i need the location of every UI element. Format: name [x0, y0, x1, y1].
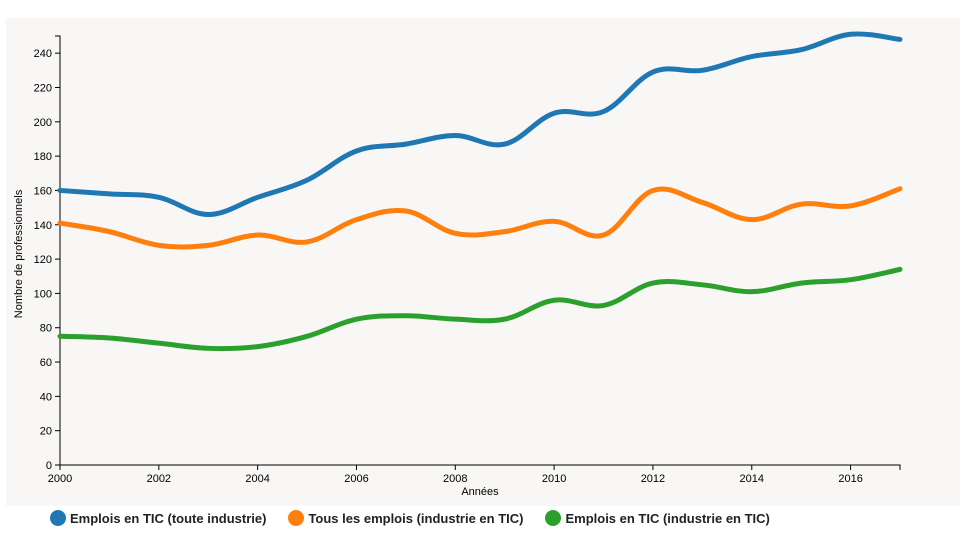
y-tick-label: 0 — [46, 460, 52, 472]
legend-swatch — [50, 510, 66, 526]
y-tick-label: 200 — [34, 117, 52, 129]
x-tick-label: 2008 — [443, 473, 467, 485]
y-tick-label: 180 — [34, 151, 52, 163]
x-tick-label: 2006 — [344, 473, 368, 485]
y-tick-label: 240 — [34, 48, 52, 60]
y-axis: 0 20 40 60 80 100 120 140 160 180 200 220 240 — [34, 35, 61, 472]
y-tick-label: 40 — [40, 391, 52, 403]
y-tick-label: 120 — [34, 254, 52, 266]
series-layer — [57, 31, 903, 352]
x-tick-label: 2016 — [838, 473, 862, 485]
y-tick-label: 80 — [40, 323, 52, 335]
y-tick-label: 100 — [34, 288, 52, 300]
y-tick-label: 220 — [34, 82, 52, 94]
x-tick-label: 2010 — [542, 473, 566, 485]
legend-label: Emplois en TIC (toute industrie) — [70, 510, 267, 526]
y-tick-label: 140 — [34, 220, 52, 232]
y-axis-label: Nombre de professionnels — [13, 189, 25, 318]
x-axis-line — [59, 464, 901, 470]
y-tick-label: 60 — [40, 357, 52, 369]
y-tick-label: 160 — [34, 185, 52, 197]
x-tick-label: 2002 — [147, 473, 171, 485]
y-tick-label: 20 — [40, 426, 52, 438]
x-tick-label: 2012 — [641, 473, 665, 485]
x-axis: 2000 2002 2004 2006 2008 2010 2012 2014 2016 — [48, 464, 901, 485]
legend-item-1[interactable]: Emplois en TIC (toute industrie) — [50, 510, 266, 526]
legend-label: Emplois en TIC (industrie en TIC) — [565, 510, 770, 526]
chart-area: 0 20 40 60 80 100 120 140 160 180 200 220 240 2000 20… — [6, 18, 960, 506]
legend-label: Tous les emplois (industrie en TIC) — [308, 510, 524, 526]
x-tick-label: 2014 — [740, 473, 764, 485]
legend-swatch — [545, 510, 562, 526]
legend-item-3[interactable]: Emplois en TIC (industrie en TIC) — [545, 510, 770, 526]
x-axis-label: Années — [461, 486, 499, 498]
series-line-3 — [57, 266, 903, 352]
legend: Emplois en TIC (toute industrie) Tous les… — [50, 508, 770, 528]
legend-swatch — [288, 510, 305, 526]
x-tick-label: 2000 — [48, 473, 72, 485]
x-tick-label: 2004 — [245, 473, 269, 485]
y-axis-line — [55, 35, 61, 466]
series-line-2 — [57, 186, 903, 250]
legend-item-2[interactable]: Tous les emplois (industrie en TIC) — [288, 510, 523, 526]
series-line-1 — [57, 31, 903, 217]
